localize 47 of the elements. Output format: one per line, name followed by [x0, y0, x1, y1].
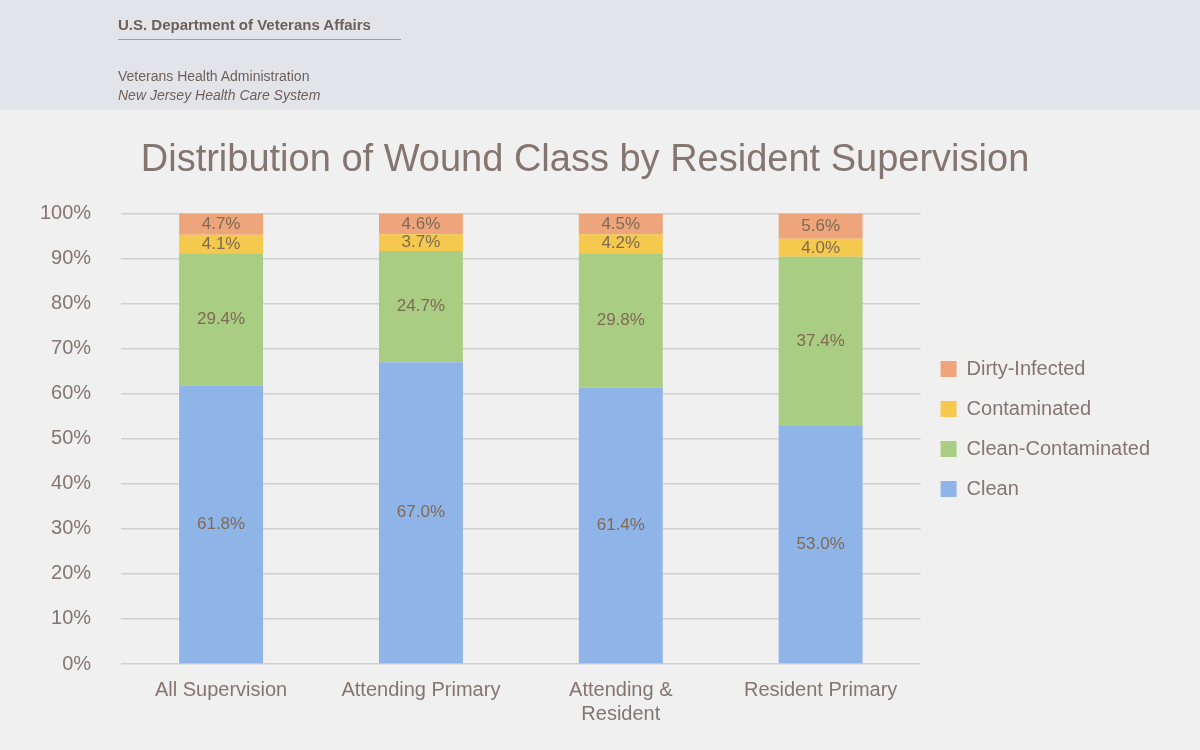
data-label: 24.7%	[396, 296, 446, 316]
y-tick-label: 0%	[62, 651, 92, 674]
y-tick-label: 100%	[40, 201, 92, 224]
legend-label: Contaminated	[966, 396, 1092, 419]
y-tick-label: 30%	[51, 516, 92, 539]
data-label: 5.6%	[801, 215, 841, 235]
data-label: 61.4%	[596, 515, 645, 535]
bar	[778, 425, 863, 664]
data-label: 4.5%	[601, 213, 641, 233]
x-tick-label: All Supervision	[154, 677, 288, 700]
y-tick-label: 10%	[51, 606, 92, 629]
x-tick-label: Attending Primary	[341, 677, 501, 700]
data-label: 29.8%	[596, 310, 645, 330]
text: Veterans Health Administration	[118, 68, 310, 84]
chart-title: Distribution of Wound Class by Resident Supervision	[140, 137, 1030, 180]
bar	[378, 250, 463, 363]
y-tick-label: 20%	[51, 561, 92, 584]
bar	[778, 256, 863, 426]
data-label: 29.4%	[196, 309, 246, 329]
data-label: 61.8%	[196, 514, 246, 534]
data-label: 4.7%	[201, 213, 241, 233]
bar	[179, 385, 264, 664]
data-label: 4.6%	[401, 213, 441, 233]
legend-label: Clean	[966, 476, 1019, 499]
text: U.S. Department of Veterans Affairs	[118, 16, 401, 40]
y-tick-label: 80%	[51, 291, 92, 314]
legend-label: Dirty-Infected	[966, 356, 1086, 379]
data-label: 67.0%	[396, 502, 446, 522]
y-tick-label: 50%	[51, 426, 92, 449]
y-tick-label: 90%	[51, 246, 92, 269]
y-tick-label: 70%	[51, 336, 92, 359]
bar	[378, 362, 463, 664]
data-label: 4.1%	[201, 233, 241, 253]
bar	[578, 387, 663, 664]
data-label: 4.0%	[801, 237, 841, 257]
x-tick-label: Resident Primary	[743, 677, 898, 700]
y-tick-label: 60%	[51, 381, 92, 404]
bar	[578, 253, 663, 388]
text: New Jersey Health Care System	[118, 87, 321, 103]
x-tick-label: Attending & Resident	[569, 677, 674, 724]
data-label: 53.0%	[796, 533, 845, 553]
data-label: 3.7%	[401, 232, 441, 252]
data-label: 37.4%	[796, 330, 845, 350]
y-tick-label: 40%	[51, 471, 92, 494]
bar	[179, 253, 264, 386]
legend-label: Clean-Contaminated	[966, 436, 1150, 459]
data-label: 4.2%	[601, 233, 641, 253]
